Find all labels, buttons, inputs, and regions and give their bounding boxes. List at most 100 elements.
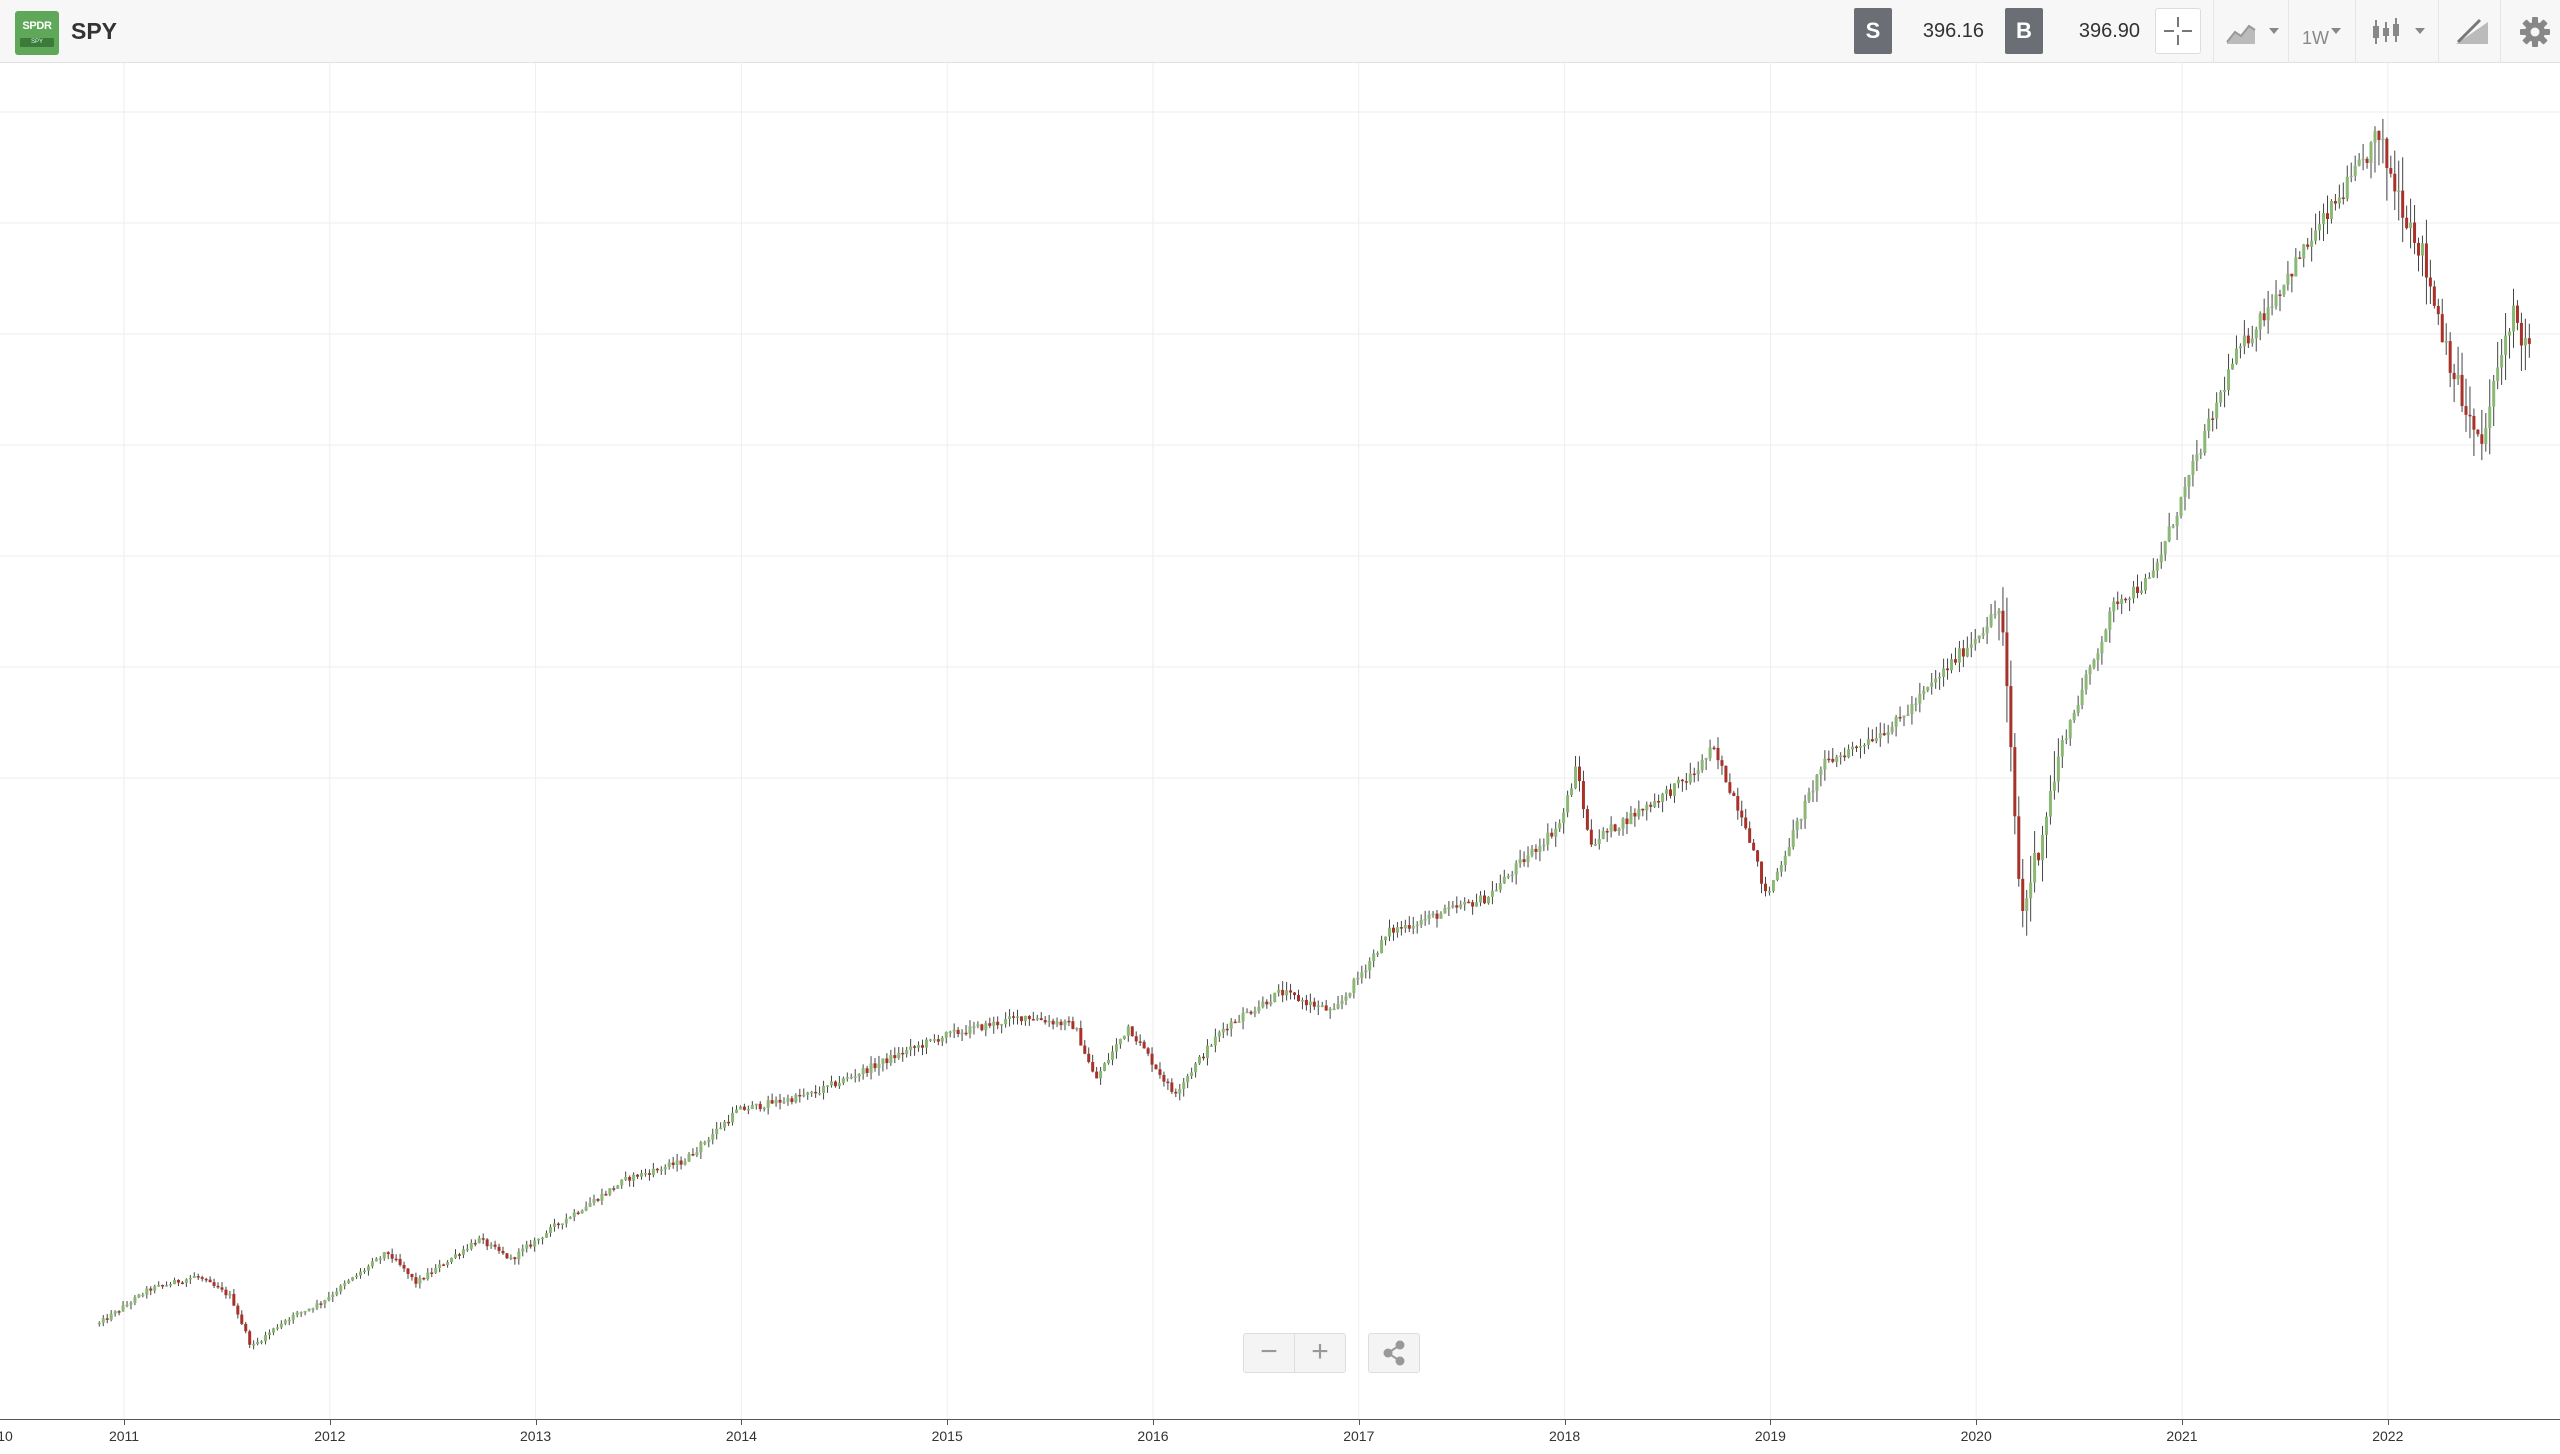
price-chart[interactable] <box>0 63 2560 1419</box>
x-tick-label: 10 <box>0 1428 13 1444</box>
candle-up <box>446 1262 450 1265</box>
chart-type-area-button[interactable] <box>2223 8 2283 54</box>
candle-up <box>434 1268 438 1273</box>
candle-up <box>1570 788 1574 796</box>
candle-up <box>228 1293 232 1296</box>
candle-up <box>477 1238 481 1244</box>
candle-down <box>778 1099 782 1103</box>
x-tick-label: 2012 <box>314 1428 346 1444</box>
candle-up <box>418 1277 422 1284</box>
candle-up <box>465 1248 469 1251</box>
candle-down <box>149 1288 153 1291</box>
timeframe-dropdown[interactable]: 1W <box>2298 8 2350 54</box>
candle-down <box>2037 852 2041 861</box>
candle-up <box>2508 331 2512 336</box>
candle-up <box>1530 848 1534 856</box>
candle-up <box>1775 871 1779 881</box>
candle-down <box>1748 828 1752 843</box>
candle-down <box>1827 758 1831 761</box>
sell-price-button[interactable]: S 396.16 <box>1854 8 2004 54</box>
candle-up <box>347 1280 351 1284</box>
candle-up <box>1514 863 1518 875</box>
zoom-out-button[interactable]: − <box>1243 1333 1295 1373</box>
candle-up <box>2397 190 2401 193</box>
candle-down <box>430 1272 434 1274</box>
settings-button[interactable] <box>2510 8 2556 54</box>
candle-down <box>406 1268 410 1274</box>
candle-up <box>2500 354 2504 368</box>
candle-up <box>1862 745 1866 747</box>
buy-price-button[interactable]: B 396.90 <box>2005 8 2155 54</box>
candle-up <box>2337 197 2341 204</box>
candle-down <box>1724 765 1728 783</box>
candle-down <box>1870 739 1874 742</box>
candle-down <box>212 1282 216 1286</box>
candle-up <box>944 1031 948 1038</box>
candle-up <box>1969 644 1973 648</box>
candle-down <box>865 1068 869 1073</box>
candle-down <box>612 1188 616 1190</box>
candle-up <box>2108 611 2112 630</box>
candle-down <box>2333 200 2337 204</box>
candle-up <box>1629 812 1633 825</box>
candle-down <box>1752 842 1756 851</box>
candle-down <box>1577 766 1581 782</box>
candle-down <box>1831 758 1835 762</box>
candle-up <box>2282 284 2286 295</box>
candle-up <box>1799 819 1803 821</box>
candle-up <box>1886 732 1890 736</box>
candle-up <box>1783 855 1787 866</box>
crosshair-button[interactable] <box>2155 8 2201 54</box>
candle-down <box>1071 1021 1075 1030</box>
candle-down <box>1154 1064 1158 1070</box>
drawing-tools-button[interactable] <box>2450 8 2496 54</box>
candle-down <box>1399 927 1403 929</box>
candle-up <box>849 1076 853 1079</box>
candle-up <box>521 1248 525 1252</box>
candle-up <box>2139 590 2143 594</box>
candle-up <box>1815 774 1819 791</box>
candle-up <box>909 1046 913 1051</box>
candle-up <box>97 1322 101 1325</box>
candle-up <box>1419 919 1423 925</box>
candle-up <box>687 1153 691 1162</box>
candle-up <box>2155 562 2159 571</box>
candle-up <box>2096 653 2100 660</box>
candle-up <box>2104 629 2108 642</box>
candle-style-dropdown[interactable] <box>2368 8 2428 54</box>
candle-up <box>1621 818 1625 829</box>
candle-down <box>1079 1028 1083 1046</box>
candle-down <box>691 1153 695 1156</box>
candle-down <box>2417 242 2421 256</box>
candle-up <box>2266 307 2270 321</box>
candle-down <box>1146 1048 1150 1054</box>
candle-up <box>695 1152 699 1156</box>
candle-up <box>1205 1045 1209 1059</box>
candle-up <box>362 1270 366 1273</box>
candle-down <box>936 1039 940 1042</box>
candle-up <box>2207 418 2211 431</box>
candle-up <box>2373 130 2377 143</box>
x-tick-mark <box>741 1419 743 1425</box>
candle-up <box>1063 1020 1067 1026</box>
candle-up <box>584 1206 588 1211</box>
candle-up <box>101 1318 105 1323</box>
share-button[interactable] <box>1368 1333 1420 1373</box>
candle-up <box>2052 781 2056 791</box>
candle-down <box>893 1055 897 1059</box>
candle-up <box>299 1312 303 1314</box>
candle-up <box>2128 598 2132 600</box>
candle-up <box>2215 402 2219 419</box>
candle-up <box>2167 526 2171 542</box>
candle-down <box>1522 859 1526 863</box>
candle-up <box>2143 578 2147 591</box>
candle-down <box>1736 795 1740 811</box>
candle-up <box>1237 1021 1241 1023</box>
candle-down <box>956 1029 960 1035</box>
candle-down <box>980 1024 984 1031</box>
candle-down <box>414 1277 418 1284</box>
candle-down <box>1581 781 1585 810</box>
candle-up <box>1023 1016 1027 1022</box>
zoom-in-button[interactable]: + <box>1294 1333 1346 1373</box>
candle-up <box>841 1078 845 1083</box>
